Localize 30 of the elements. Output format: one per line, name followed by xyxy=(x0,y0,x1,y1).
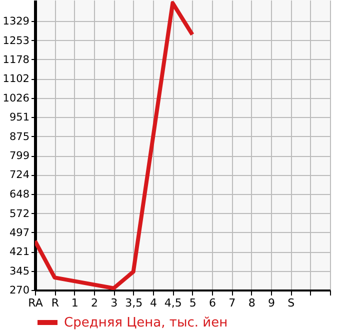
y-tick-label: 799 xyxy=(9,150,30,162)
x-tick-label: RA xyxy=(28,296,44,310)
y-tick-label: 1329 xyxy=(2,16,30,28)
y-tick-label: 875 xyxy=(9,130,30,143)
y-tick-label: 497 xyxy=(9,226,30,239)
y-tick-label: 951 xyxy=(9,112,30,124)
y-tick-label: 1026 xyxy=(2,92,30,105)
x-tick-label: R xyxy=(51,296,60,310)
x-tick-label: 1 xyxy=(71,296,78,310)
x-tick-label: 8 xyxy=(248,296,256,310)
y-tick-label: 572 xyxy=(9,208,30,220)
x-tick-label: 7 xyxy=(228,296,236,310)
y-tick-label: 270 xyxy=(9,284,30,296)
y-tick-label: 724 xyxy=(9,169,30,182)
x-tick-label: 4 xyxy=(150,296,157,310)
x-tick-label: 5 xyxy=(189,296,196,310)
x-tick-label: 2 xyxy=(91,296,98,310)
y-tick-label: 421 xyxy=(9,246,30,258)
legend-label: Средняя Цена, тыс. йен xyxy=(64,316,228,330)
y-tick-label: 1178 xyxy=(2,54,30,66)
x-tick-label: 9 xyxy=(268,296,275,310)
y-tick-label: 1253 xyxy=(2,34,30,47)
y-tick-label: 1102 xyxy=(2,73,30,86)
y-tick-label: 345 xyxy=(9,265,30,278)
x-tick-label: 6 xyxy=(209,296,216,310)
y-tick-label: 648 xyxy=(9,188,30,201)
x-tick-label: 3 xyxy=(110,296,118,310)
x-tick-label: 4,5 xyxy=(164,296,182,310)
x-tick-label: S xyxy=(288,296,295,310)
x-tick-label: 3,5 xyxy=(125,296,143,310)
